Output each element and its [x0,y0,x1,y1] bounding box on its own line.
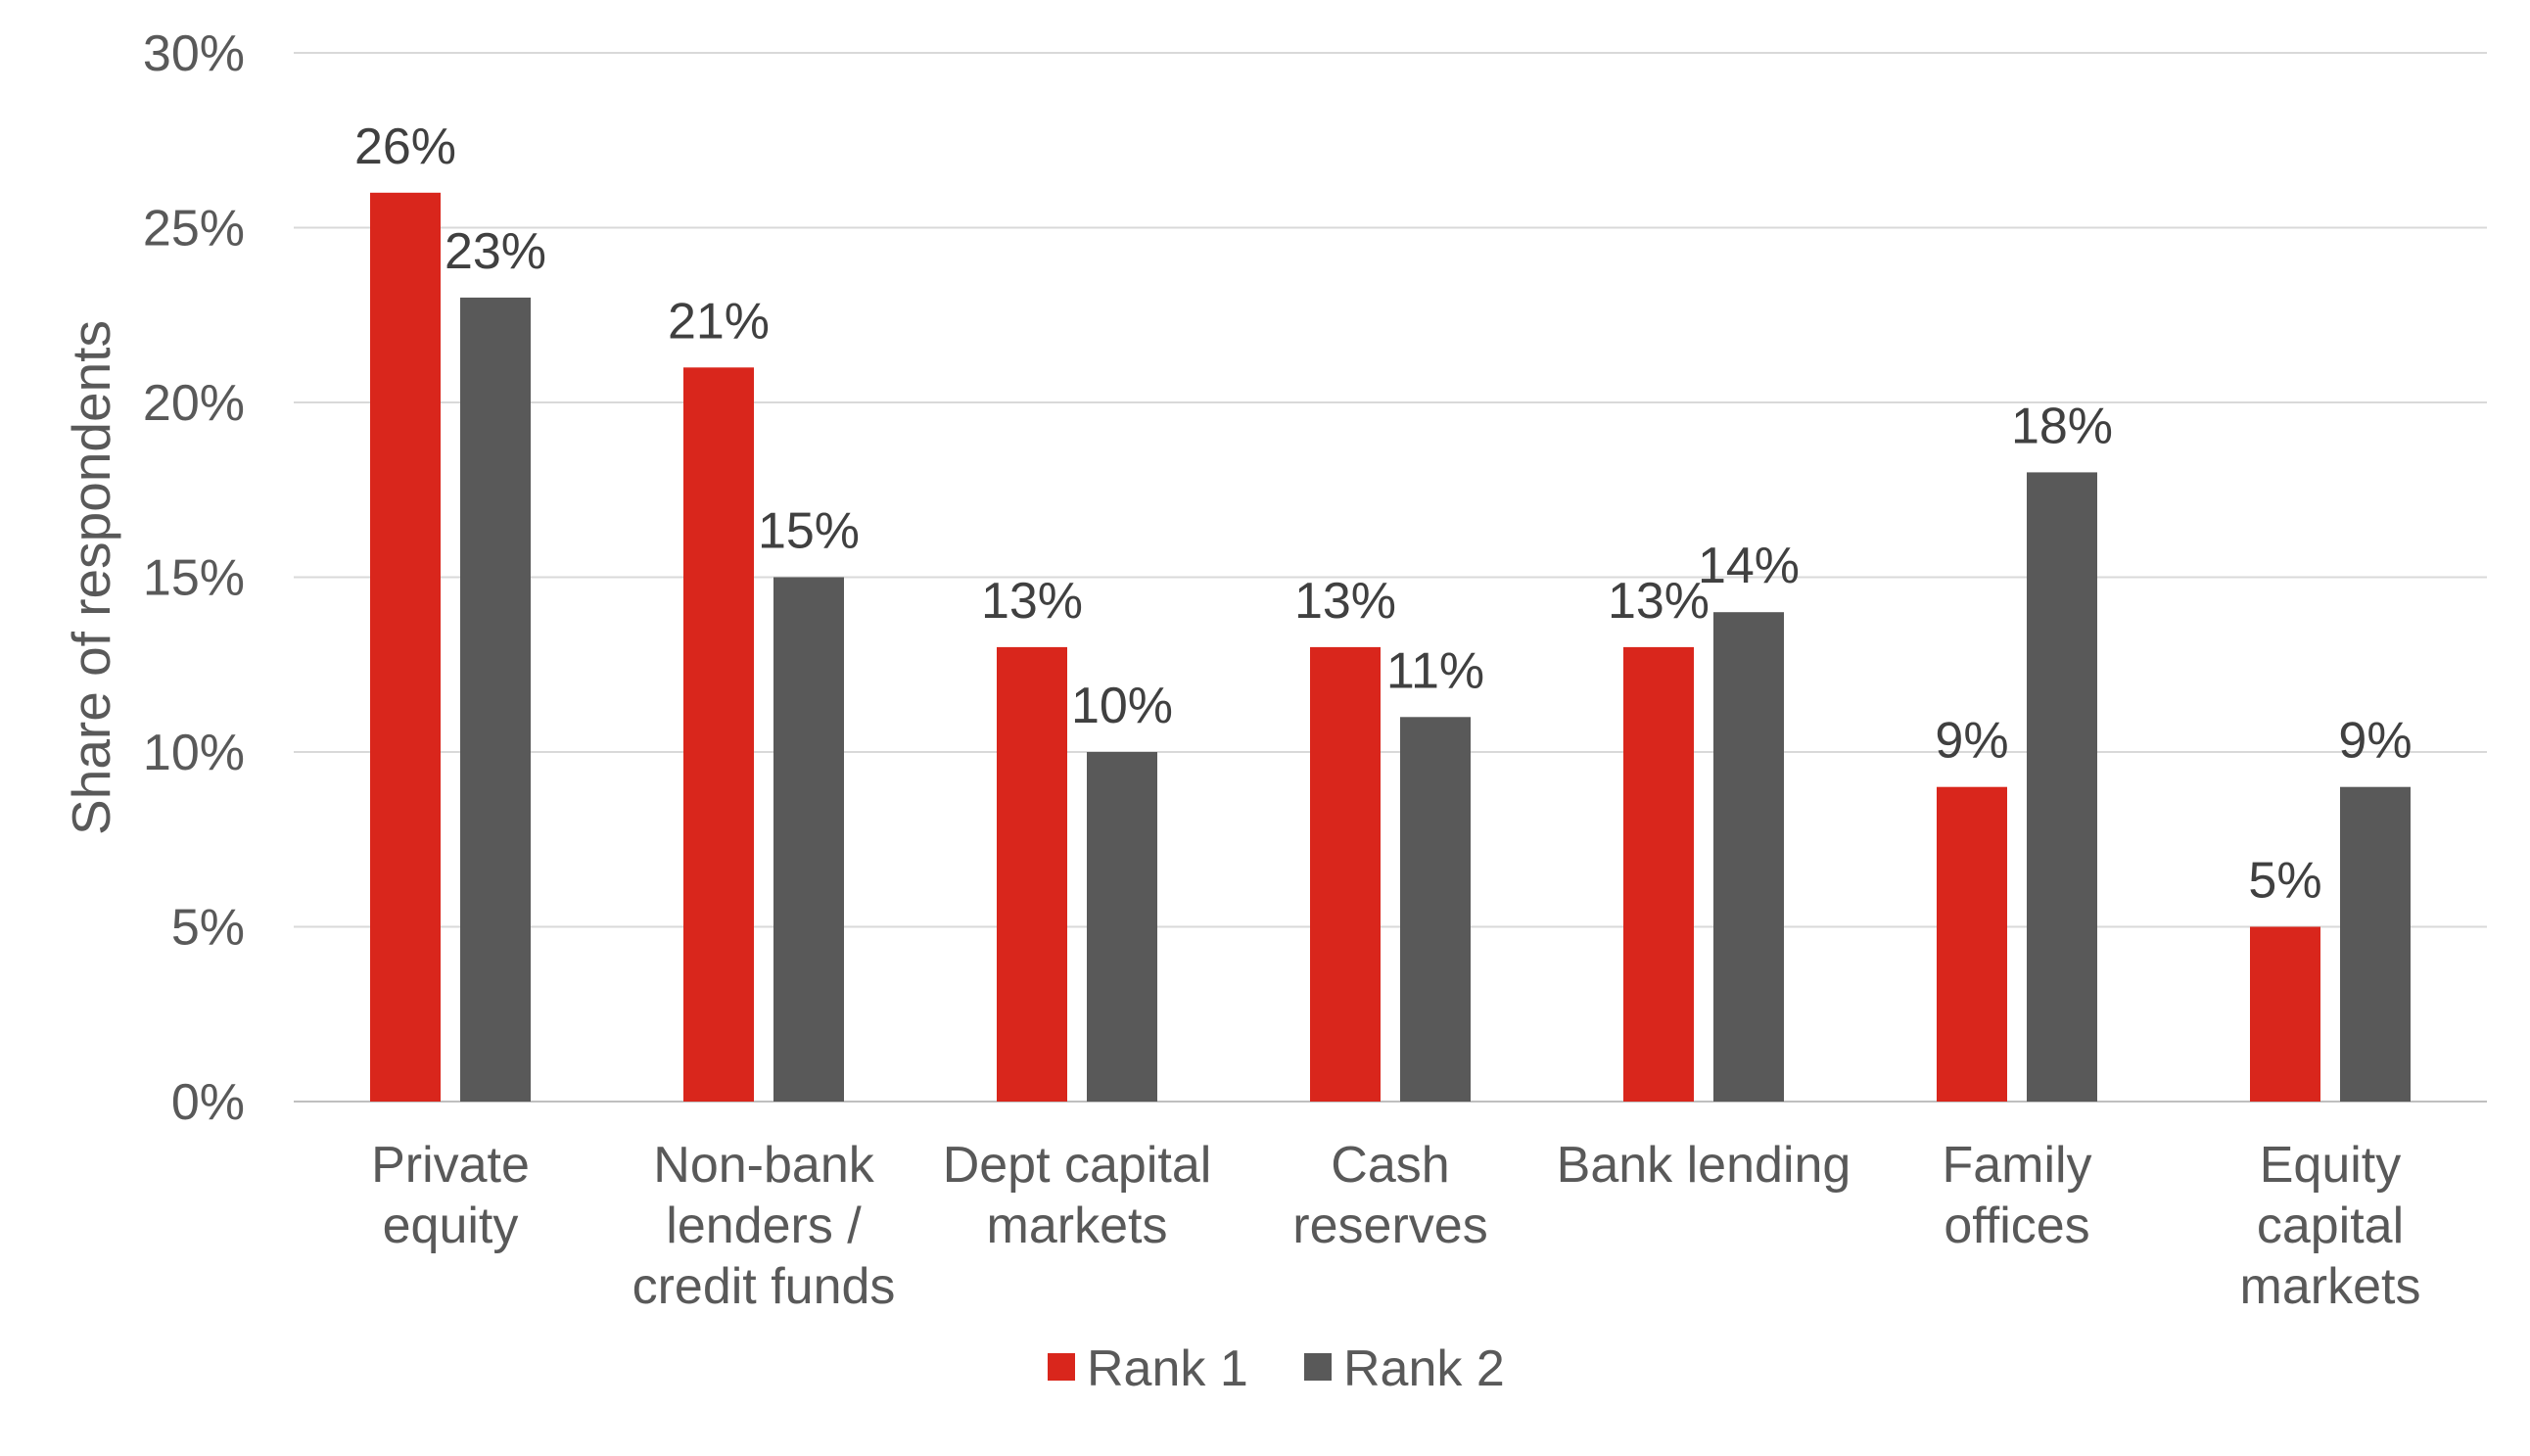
bar-rank-1 [370,192,441,1103]
bar-rank-1 [1623,646,1694,1102]
x-category-label: lenders / [666,1198,862,1254]
data-label: 14% [1698,538,1800,594]
data-label: 13% [1294,573,1396,630]
data-label: 11% [1386,642,1484,699]
y-tick-label: 25% [143,201,245,258]
x-category-label: markets [987,1198,1168,1254]
bar-rank-1 [1937,786,2007,1102]
data-labels: 26%23%21%15%13%10%13%11%13%14%9%18%5%9% [354,118,2413,910]
bar-rank-2 [2340,786,2411,1102]
y-tick-label: 20% [143,375,245,432]
legend-swatch [1048,1353,1075,1381]
data-label: 9% [1935,713,2008,770]
x-category-label: reserves [1292,1198,1487,1254]
y-tick-label: 0% [171,1074,245,1131]
bar-rank-2 [1400,717,1471,1102]
gridlines [294,52,2487,1103]
x-category-label: equity [383,1198,519,1254]
bar-rank-1 [997,646,1067,1102]
x-category-label: Cash [1331,1137,1449,1194]
data-label: 23% [445,223,546,280]
bar-rank-2 [1713,612,1784,1102]
data-label: 13% [1608,573,1710,630]
bars [370,192,2411,1103]
data-label: 18% [2011,398,2113,454]
x-category-label: Private [371,1137,530,1194]
y-axis-ticks: 0% 5% 10% 15% 20% 25% 30% [143,25,245,1131]
x-category-label: capital [2257,1198,2404,1254]
legend-label: Rank 2 [1343,1340,1505,1397]
bar-rank-2 [1087,752,1157,1102]
x-category-label: offices [1944,1198,2089,1254]
data-label: 9% [2338,713,2412,770]
y-axis-title: Share of respondents [61,320,121,835]
legend-swatch [1304,1353,1332,1381]
x-category-label: Dept capital [943,1137,1212,1194]
legend: Rank 1 Rank 2 [1048,1340,1505,1397]
x-category-label: Bank lending [1557,1137,1851,1194]
data-label: 21% [668,293,770,350]
bar-rank-2 [460,297,531,1102]
bar-rank-2 [773,577,844,1102]
y-tick-label: 15% [143,550,245,607]
bar-rank-1 [2250,926,2320,1102]
bar-rank-1 [683,367,754,1102]
data-label: 15% [758,503,860,560]
data-label: 26% [354,118,456,175]
data-label: 10% [1071,678,1173,734]
legend-label: Rank 1 [1087,1340,1248,1397]
data-label: 13% [981,573,1083,630]
bar-rank-2 [2027,472,2097,1102]
bar-rank-1 [1310,646,1381,1102]
x-category-label: Family [1942,1137,2091,1194]
data-label: 5% [2248,853,2321,910]
y-tick-label: 5% [171,900,245,957]
x-category-label: credit funds [632,1258,896,1315]
x-category-label: Non-bank [653,1137,874,1194]
y-tick-label: 10% [143,725,245,781]
x-category-label: markets [2240,1258,2421,1315]
y-tick-label: 30% [143,25,245,82]
x-category-label: Equity [2260,1137,2402,1194]
